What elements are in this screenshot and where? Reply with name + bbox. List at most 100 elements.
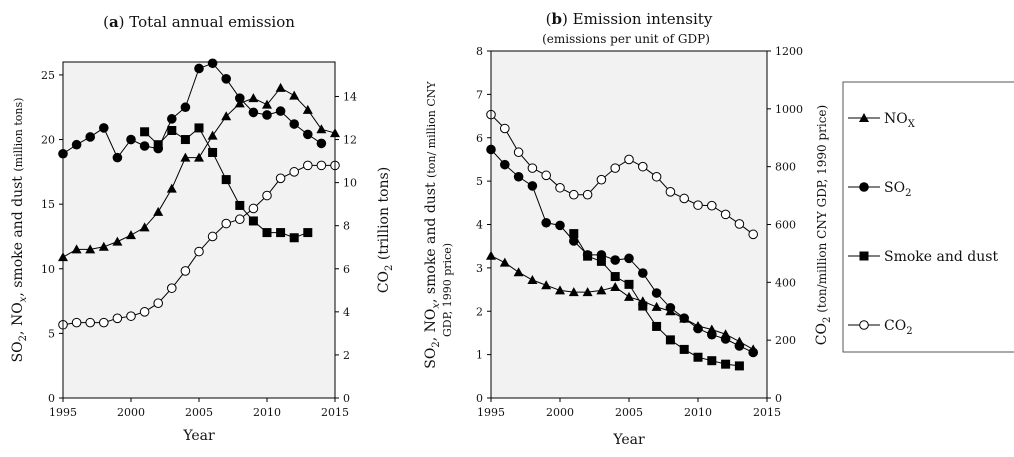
y-right-tick-label: 400 [775, 276, 796, 289]
y-left-tick-label: 25 [41, 69, 55, 82]
legend-label: Smoke and dust [884, 249, 998, 265]
panel-a-title-text: Total annual emission [129, 13, 295, 31]
panel-a-smoke-and-dust-point [153, 140, 163, 150]
panel-a-nox-point [316, 124, 327, 134]
panel-b-nox-point [555, 285, 565, 295]
panel-a-nox-point [153, 206, 164, 216]
panel-b-co2-point [527, 163, 538, 173]
panel-b-co2-point [720, 209, 731, 220]
panel-a-so2-point [112, 152, 123, 163]
panel-a-co2-point [180, 266, 191, 276]
panel-a-series-nox [58, 82, 340, 262]
panel-b-so2-point [679, 313, 689, 323]
panel-b-co2-point [748, 229, 759, 240]
legend-item-co2: CO2 [848, 318, 913, 337]
panel-a-so2-point [139, 141, 150, 151]
y-right-tick-label: 200 [775, 334, 796, 347]
panel-b-ticks: 1995 2000 2005 2010 201501234567802004006008… [476, 45, 803, 419]
y-right-tick-label: 6 [343, 263, 350, 276]
x-tick-label: 1995 [49, 406, 77, 419]
panel-b-series-nox [486, 250, 759, 354]
y-left-tick-label: 3 [476, 262, 483, 275]
panel-b-smoke-and-dust-point [693, 352, 703, 362]
panel-b-nox-point [541, 280, 552, 290]
panel-a-nox-point [275, 82, 286, 92]
panel-b-y-left-label-line2: GDP, 1990 price) [441, 243, 454, 337]
y-right-tick-label: 1200 [775, 45, 803, 58]
panel-a-nox-point [112, 236, 123, 246]
panel-a-co2-point [139, 307, 150, 317]
panel-b-smoke-and-dust-point [624, 279, 634, 289]
panel-a-so2-point [194, 63, 204, 74]
panel-b-smoke-and-dust-point [707, 356, 717, 366]
panel-a-so2-point [85, 132, 95, 142]
panel-a-nox-point [85, 244, 96, 254]
panel-b-co2-point [734, 219, 745, 229]
panel-b-series [486, 109, 759, 371]
panel-a-co2-point [85, 317, 95, 328]
panel-b-co2-point [707, 200, 717, 211]
y-right-tick-label: 8 [343, 220, 350, 233]
panel-b-smoke-and-dust-point [679, 344, 689, 354]
legend-box [842, 81, 1014, 353]
y-left-tick-label: 5 [48, 327, 55, 340]
y-left-tick-label: 1 [476, 349, 483, 362]
y-right-tick-label: 1000 [775, 103, 803, 116]
x-tick-label: 2010 [684, 406, 712, 419]
panel-b-co2-point [541, 170, 552, 181]
panel-b-co2-point [610, 163, 621, 173]
panel-b-smoke-and-dust-point [734, 361, 744, 371]
panel-a-smoke-and-dust-point [180, 135, 190, 145]
panel-a-smoke-and-dust-point [303, 228, 313, 238]
legend-marker [859, 113, 869, 122]
panel-a-nox-point [194, 152, 204, 162]
panel-b-smoke-and-dust-point [569, 229, 579, 239]
panel-b-frame [490, 50, 768, 399]
panel-b-series-smoke-and-dust [569, 229, 744, 371]
panel-a-so2-point [235, 93, 245, 103]
y-left-tick-label: 0 [48, 392, 55, 405]
panel-a-y-left-label: SO2, NOx, smoke and dust (million tons) [10, 98, 29, 363]
panel-b-y-right-label: CO2 (ton/million CNY GDP, 1990 price) [814, 105, 833, 345]
panel-a-nox-point [221, 111, 232, 121]
legend-label: CO2 [884, 318, 913, 337]
y-left-tick-label: 10 [41, 263, 55, 276]
x-tick-label: 2005 [615, 406, 643, 419]
panel-b-x-label: Year [612, 432, 645, 448]
y-right-tick-label: 2 [343, 349, 350, 362]
panel-a-smoke-and-dust-point [221, 175, 231, 185]
panel-b-smoke-and-dust-point [583, 251, 593, 261]
panel-a-so2-point [275, 106, 286, 116]
x-tick-label: 2010 [253, 406, 281, 419]
panel-b-smoke-and-dust-point [665, 335, 675, 345]
panel-a-co2-point [207, 231, 218, 242]
y-left-tick-label: 15 [41, 198, 55, 211]
panel-b-so2-point [707, 329, 717, 340]
y-right-tick-label: 600 [775, 219, 796, 232]
panel-a-co2-point [221, 218, 231, 229]
panel-a-nox-point [180, 152, 191, 162]
legend: NOX SO2 Smoke and dust CO2 [842, 81, 1014, 353]
panel-a-so2-point [180, 102, 191, 113]
panel-a-nox-point [289, 90, 300, 100]
legend-item-so2: SO2 [848, 180, 911, 199]
panel-a-co2-point [262, 190, 272, 201]
legend-label: NOX [884, 111, 916, 130]
panel-a-so2-point [262, 110, 272, 120]
panel-a-series-co2 [58, 160, 340, 330]
panel-a-so2-point [126, 134, 136, 145]
y-right-tick-label: 800 [775, 161, 796, 174]
panel-a-co2-point [289, 167, 300, 177]
panel-b-so2-point [610, 255, 620, 265]
panel-b-nox-point [651, 301, 662, 311]
panel-b-nox-point [582, 287, 593, 297]
panel-b-nox-point [596, 285, 607, 295]
panel-b-so2-point [693, 323, 703, 334]
panel-a-so2-point [99, 123, 109, 133]
panel-a-co2-point [303, 160, 313, 171]
x-tick-label: 2000 [546, 406, 574, 419]
panel-b-co2-point [638, 161, 648, 172]
panel-a-so2-point [248, 107, 259, 118]
panel-b-title: (b) Emission intensity [546, 10, 713, 28]
